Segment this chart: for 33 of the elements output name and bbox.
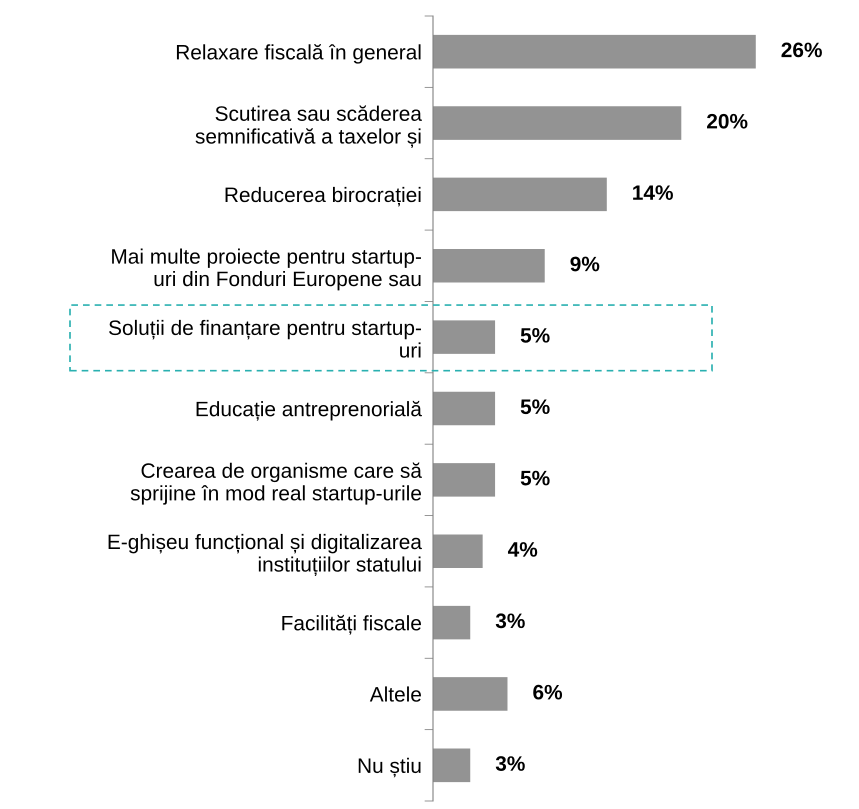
y-tick-label: Reducerea birocrației [226,186,420,206]
y-tick-label: Nu știu [358,758,421,778]
bar [433,178,607,212]
data-label: 5% [520,328,550,343]
y-tick-label: Crearea de organisme care să sprijine în mod real startup-urile [130,462,422,505]
bar [433,534,483,568]
bar [433,606,470,640]
data-label: 3% [496,613,525,628]
y-tick-label: Educație antreprenorială [196,400,422,421]
data-label: 4% [508,542,538,557]
data-label: 14% [633,185,673,200]
y-tick-label: Facilități fiscale [282,614,421,635]
y-tick-label: Soluții de finanțare pentru startup- uri [109,320,421,358]
bar [433,106,682,140]
y-tick-label: Scutirea sau scăderea semnificativă a taxelor și [196,105,422,148]
data-label: 9% [570,256,600,272]
data-label: 5% [520,470,550,486]
y-tick-label: Mai multe proiecte pentru startup- uri din Fonduri Europene sau [112,248,421,290]
bar [433,392,496,426]
bar [433,748,470,782]
data-label: 20% [707,114,748,129]
data-label: 3% [496,756,525,771]
bar [433,34,756,68]
y-tick-label: Relaxare fiscală în general [176,44,421,64]
data-label: 5% [520,399,550,414]
bar [433,463,496,497]
bar [433,320,496,354]
y-tick-label: Altele [370,686,421,702]
y-tick-label: E-ghișeu funcțional și digitalizarea instituțiilor statului [108,534,422,576]
data-label: 26% [782,42,822,58]
bar [433,249,545,283]
data-label: 6% [533,684,562,700]
bar [433,677,508,711]
